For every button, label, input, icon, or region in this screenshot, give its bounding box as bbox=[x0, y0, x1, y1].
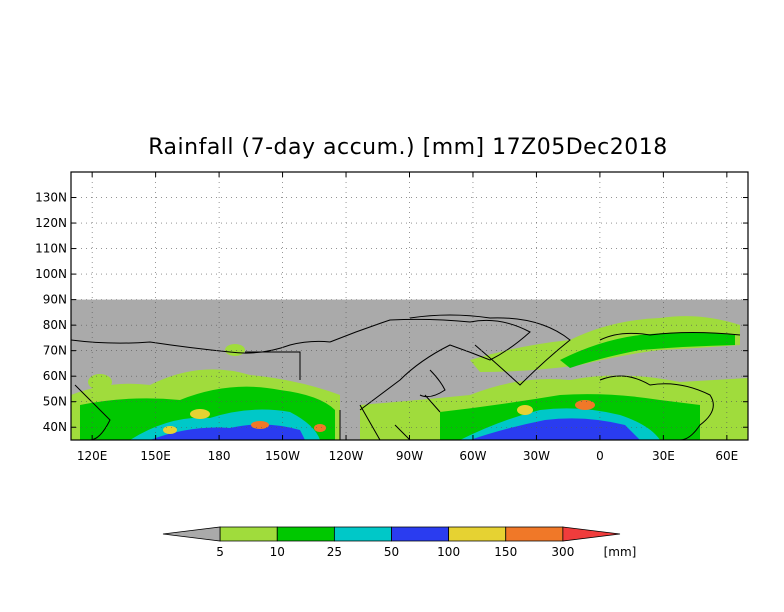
lon-tick-label: 60W bbox=[459, 449, 486, 463]
colorbar: 5 10 25 50 100 150 300 [mm] bbox=[162, 526, 637, 559]
lon-tick-label: 60E bbox=[715, 449, 738, 463]
lat-tick-label: 120N bbox=[35, 216, 67, 230]
lat-tick-label: 130N bbox=[35, 191, 67, 205]
colorbar-swatch bbox=[333, 526, 392, 542]
colorbar-swatch bbox=[505, 526, 564, 542]
colorbar-tick-label: 300 bbox=[551, 545, 574, 559]
latitude-axis: 130N 120N 110N 100N 90N 80N 70N 60N 50N 40N bbox=[35, 191, 748, 434]
colorbar-tick-label: 25 bbox=[327, 545, 342, 559]
no-data-region bbox=[71, 172, 748, 297]
lat-tick-label: 70N bbox=[43, 344, 67, 358]
colorbar-swatch bbox=[562, 526, 621, 542]
colorbar-tick-label: 50 bbox=[384, 545, 399, 559]
longitude-axis: 120E 150E 180 150W 120W 90W 60W 30W 0 30E 60E bbox=[77, 172, 738, 463]
lon-tick-label: 120W bbox=[329, 449, 364, 463]
lon-tick-label: 0 bbox=[596, 449, 604, 463]
lat-tick-label: 40N bbox=[43, 420, 67, 434]
lat-tick-label: 90N bbox=[43, 293, 67, 307]
map-plot-area bbox=[71, 172, 748, 440]
lat-tick-label: 80N bbox=[43, 318, 67, 332]
coastlines bbox=[71, 314, 741, 440]
lat-tick-label: 60N bbox=[43, 369, 67, 383]
precipitation-field bbox=[71, 316, 748, 440]
colorbar-tick-label: 5 bbox=[216, 545, 224, 559]
colorbar-swatch bbox=[391, 526, 450, 542]
lat-tick-label: 110N bbox=[35, 242, 67, 256]
lon-tick-label: 180 bbox=[208, 449, 231, 463]
lon-tick-label: 90W bbox=[396, 449, 423, 463]
map-title: Rainfall (7-day accum.) [mm] 17Z05Dec201… bbox=[148, 135, 668, 160]
colorbar-tick-label: 10 bbox=[270, 545, 285, 559]
colorbar-unit: [mm] bbox=[604, 545, 637, 559]
lon-tick-label: 150E bbox=[140, 449, 171, 463]
colorbar-swatch bbox=[219, 526, 278, 542]
colorbar-tick-label: 150 bbox=[494, 545, 517, 559]
lat-tick-label: 50N bbox=[43, 395, 67, 409]
lon-tick-label: 30E bbox=[652, 449, 675, 463]
lat-tick-label: 100N bbox=[35, 267, 67, 281]
lon-tick-label: 30W bbox=[523, 449, 550, 463]
colorbar-tick-label: 100 bbox=[437, 545, 460, 559]
lon-tick-label: 150W bbox=[265, 449, 300, 463]
colorbar-swatch bbox=[276, 526, 335, 542]
lon-tick-label: 120E bbox=[77, 449, 108, 463]
colorbar-swatch bbox=[448, 526, 507, 542]
colorbar-swatch bbox=[162, 526, 221, 542]
